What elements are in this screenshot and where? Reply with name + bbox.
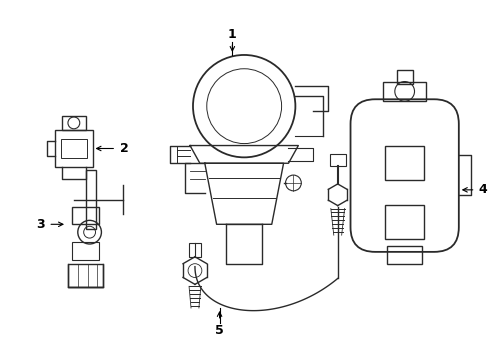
Bar [61, 139, 86, 158]
Text: 5: 5 [215, 324, 224, 337]
Bar [189, 243, 201, 257]
Bar [382, 82, 426, 101]
Bar [85, 170, 95, 229]
Text: 3: 3 [36, 218, 44, 231]
Text: 1: 1 [227, 28, 236, 41]
Text: 2: 2 [120, 142, 128, 155]
Text: 4: 4 [477, 183, 486, 196]
Bar [386, 246, 422, 264]
Bar [329, 154, 345, 166]
Bar [396, 70, 412, 84]
Bar [72, 242, 99, 260]
Bar [62, 116, 85, 130]
Bar [72, 207, 99, 224]
Bar [55, 130, 92, 167]
Bar [384, 204, 424, 239]
Bar [68, 264, 103, 287]
Bar [384, 145, 424, 180]
